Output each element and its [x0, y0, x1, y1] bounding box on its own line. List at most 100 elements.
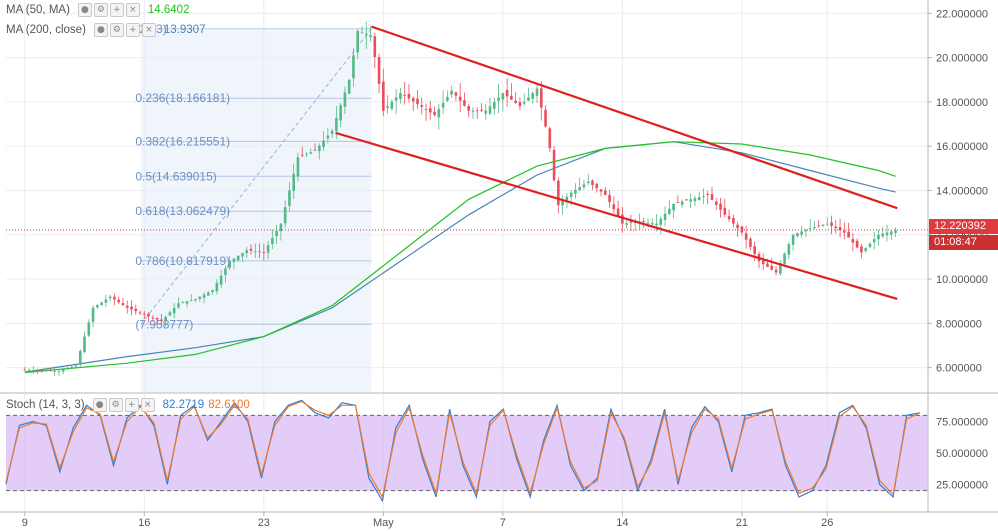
candle-body	[621, 214, 624, 224]
x-tick-label: 21	[736, 517, 748, 529]
candle-body	[172, 307, 176, 314]
candle-body	[889, 231, 893, 235]
candle-body	[70, 366, 74, 368]
candle-body	[236, 255, 240, 261]
plus-icon[interactable]: +	[124, 398, 139, 412]
plus-icon[interactable]: +	[125, 23, 140, 37]
candle-body	[847, 231, 850, 238]
gear-icon[interactable]: ⚙	[108, 398, 123, 412]
candle-body	[505, 90, 509, 97]
candle-body	[787, 244, 791, 255]
candle-body	[663, 213, 667, 220]
candle-body	[612, 204, 616, 210]
candle-body	[642, 221, 646, 223]
channel-lower-line	[335, 131, 898, 301]
close-icon[interactable]: ×	[140, 398, 155, 412]
candle-body	[565, 196, 569, 201]
candle-body	[800, 231, 803, 235]
candle-body	[595, 183, 599, 189]
channel-upper-line	[371, 25, 898, 210]
stoch-k-value: 82.2719	[162, 399, 205, 411]
candle-body	[151, 317, 155, 319]
candle-body	[817, 225, 821, 227]
close-icon[interactable]: ×	[141, 23, 156, 37]
candle-body	[228, 261, 231, 268]
candle-body	[467, 105, 471, 111]
candle-body	[23, 369, 27, 371]
stoch-y-tick-label: 75.000000	[936, 417, 988, 429]
candle-body	[411, 98, 415, 102]
candle-body	[830, 222, 833, 226]
gear-icon[interactable]: ⚙	[109, 23, 124, 37]
candle-body	[356, 31, 360, 53]
close-icon[interactable]: ×	[125, 3, 140, 17]
candle-body	[450, 90, 453, 95]
x-tick-label: 9	[22, 517, 28, 529]
x-tick-label: 23	[258, 517, 270, 529]
stoch-d-line	[5, 400, 921, 499]
candle-body	[539, 88, 543, 108]
eye-icon[interactable]: ●	[92, 398, 107, 412]
eye-icon[interactable]: ●	[93, 23, 108, 37]
candle-body	[535, 88, 539, 96]
candle-body	[855, 240, 859, 248]
candle-body	[441, 102, 445, 108]
candle-body	[719, 203, 722, 210]
eye-icon[interactable]: ●	[77, 3, 92, 17]
candle-body	[706, 193, 710, 195]
candle-body	[770, 265, 774, 270]
candle-body	[49, 370, 52, 372]
candle-body	[804, 229, 808, 232]
candle-body	[685, 199, 688, 201]
candles	[23, 21, 897, 376]
candle-body	[390, 101, 394, 109]
fib-level-label: 0.5(14.639015)	[135, 169, 216, 183]
candle-body	[881, 233, 885, 237]
plus-icon[interactable]: +	[109, 3, 124, 17]
candle-body	[219, 275, 223, 285]
gear-icon[interactable]: ⚙	[93, 3, 108, 17]
candle-body	[488, 106, 492, 114]
candle-body	[779, 262, 782, 274]
candle-body	[164, 316, 167, 322]
candle-body	[569, 192, 573, 197]
candle-body	[271, 238, 274, 245]
candle-body	[838, 227, 842, 231]
candle-body	[480, 109, 483, 111]
candle-body	[147, 313, 150, 317]
candle-body	[586, 181, 590, 184]
candle-body	[160, 319, 163, 322]
candle-body	[774, 269, 778, 273]
candle-body	[676, 202, 680, 203]
candle-body	[723, 207, 727, 215]
candle-body	[177, 303, 180, 308]
stoch-k-line	[5, 399, 921, 503]
candle-body	[113, 296, 116, 300]
candle-body	[292, 173, 295, 191]
candle-body	[437, 109, 441, 118]
candle-body	[693, 198, 697, 202]
candle-body	[330, 130, 334, 134]
candle-body	[266, 245, 270, 253]
fib-level-label: 0.236(18.166181)	[135, 91, 230, 105]
candle-body	[373, 36, 377, 57]
fib-level-label: 0.786(10.817919)	[135, 254, 230, 268]
candle-body	[561, 200, 564, 206]
x-tick-label: 26	[821, 517, 833, 529]
candle-body	[185, 301, 189, 304]
candle-body	[766, 263, 769, 267]
y-tick-label: 6.000000	[936, 363, 982, 375]
candle-body	[655, 223, 658, 226]
candle-body	[305, 153, 308, 155]
candle-body	[702, 196, 705, 197]
candle-body	[424, 109, 428, 110]
candle-body	[791, 234, 795, 245]
x-tick-label: 7	[500, 517, 506, 529]
candle-body	[851, 239, 855, 243]
candle-body	[121, 303, 125, 306]
candle-body	[591, 180, 594, 185]
ma200-label: MA (200, close)	[6, 24, 86, 36]
candle-body	[296, 157, 300, 177]
candle-body	[36, 370, 39, 371]
